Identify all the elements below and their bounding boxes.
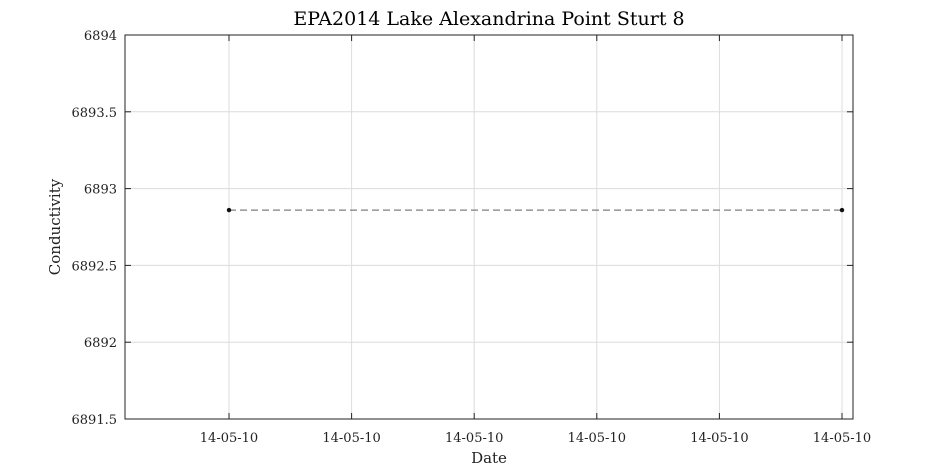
x-tick-label: 14-05-10 bbox=[445, 431, 503, 446]
y-axis-label: Conductivity bbox=[46, 178, 64, 275]
grid bbox=[125, 34, 853, 420]
y-tick-labels: 6891.5 6892 6892.5 6893 6893.5 6894 bbox=[72, 29, 118, 428]
y-tick-label: 6892 bbox=[84, 336, 117, 351]
x-tick-label: 14-05-10 bbox=[568, 431, 626, 446]
series-layer bbox=[226, 207, 845, 213]
x-tick-label: 14-05-10 bbox=[200, 431, 258, 446]
x-axis-label: Date bbox=[471, 449, 507, 467]
x-tick-label: 14-05-10 bbox=[690, 431, 748, 446]
y-tick-label: 6893.5 bbox=[72, 106, 118, 121]
data-point bbox=[226, 207, 232, 213]
y-tick-label: 6893 bbox=[84, 183, 117, 198]
y-tick-label: 6891.5 bbox=[72, 413, 118, 428]
chart-title: EPA2014 Lake Alexandrina Point Sturt 8 bbox=[293, 8, 684, 30]
y-tick-label: 6892.5 bbox=[72, 259, 118, 274]
plot-frame bbox=[124, 34, 854, 420]
data-point bbox=[839, 207, 845, 213]
x-tick-label: 14-05-10 bbox=[322, 431, 380, 446]
x-tick-labels: 14-05-10 14-05-10 14-05-10 14-05-10 14-05-10… bbox=[200, 431, 871, 446]
x-tick-label: 14-05-10 bbox=[813, 431, 871, 446]
y-tick-label: 6894 bbox=[84, 29, 117, 44]
axis-ticks bbox=[125, 34, 853, 420]
